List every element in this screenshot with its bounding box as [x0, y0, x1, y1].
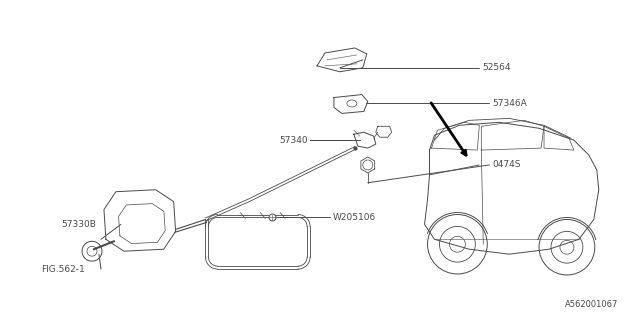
Text: FIG.562-1: FIG.562-1 [41, 265, 85, 274]
Text: 57330B: 57330B [61, 220, 96, 229]
Text: 0474S: 0474S [492, 160, 521, 170]
Text: A562001067: A562001067 [565, 300, 619, 309]
Text: 57340: 57340 [280, 136, 308, 145]
Text: 57346A: 57346A [492, 99, 527, 108]
Text: 52564: 52564 [483, 63, 511, 72]
Text: W205106: W205106 [333, 213, 376, 222]
